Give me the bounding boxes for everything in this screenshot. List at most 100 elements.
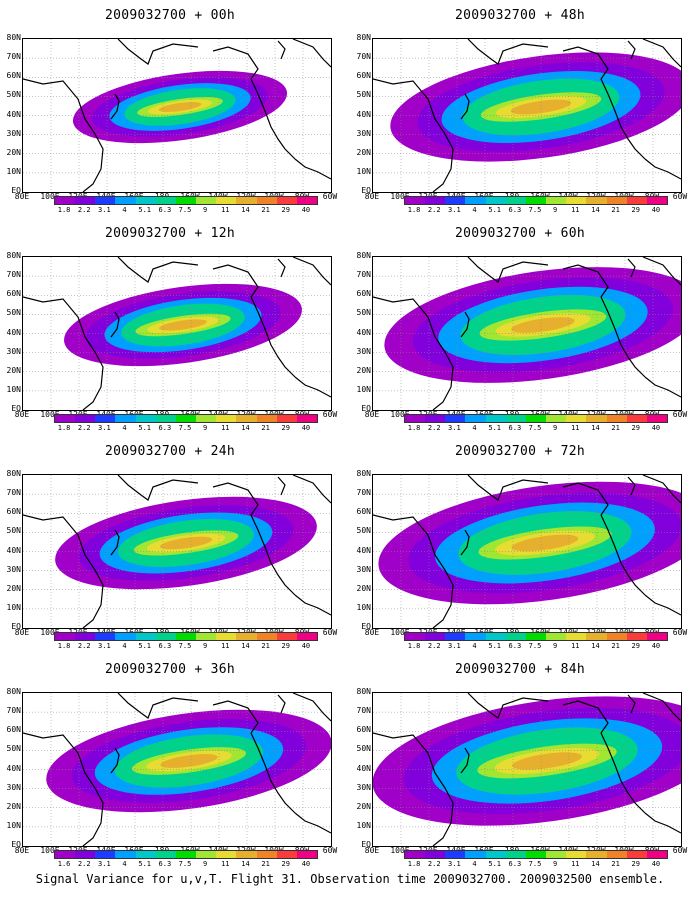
lat-tick-label: 30N <box>356 346 371 356</box>
colorbar-label: 40 <box>301 424 311 432</box>
colorbar-label: 7.5 <box>178 206 192 214</box>
colorbar-swatch <box>276 633 297 640</box>
colorbar-label: 14 <box>591 860 600 868</box>
colorbar-label: 6.3 <box>508 206 522 214</box>
colorbar-label: 40 <box>301 860 311 868</box>
colorbar <box>54 196 318 205</box>
colorbar-swatch <box>115 197 136 204</box>
colorbar-label: 4 <box>472 206 477 214</box>
colorbar-label: 40 <box>301 206 311 214</box>
lat-tick-label: 60N <box>6 71 21 81</box>
colorbar-swatch <box>405 415 426 422</box>
colorbar-swatch <box>425 633 446 640</box>
lat-tick-label: 50N <box>6 308 21 318</box>
colorbar-label: 14 <box>241 642 250 650</box>
lat-tick-label: 20N <box>6 147 21 157</box>
colorbar-swatch <box>646 197 668 204</box>
colorbar-label: 1.6 <box>57 860 71 868</box>
lat-tick-label: 80N <box>356 687 371 696</box>
colorbar-swatch <box>276 415 297 422</box>
colorbar-swatch <box>626 633 647 640</box>
colorbar-swatch <box>606 851 627 858</box>
colorbar-label: 9 <box>553 424 558 432</box>
colorbar-label: 9 <box>203 206 208 214</box>
colorbar-label: 9 <box>203 642 208 650</box>
colorbar-swatch <box>55 197 76 204</box>
lat-tick-label: 80N <box>6 251 21 260</box>
lat-tick-label: 70N <box>356 488 371 498</box>
lat-tick-label: EQ <box>361 186 371 195</box>
map-canvas <box>373 693 681 846</box>
colorbar-swatch <box>175 633 197 640</box>
lat-tick-label: 70N <box>6 52 21 62</box>
colorbar-label: 1.8 <box>57 206 71 214</box>
panel-title: 2009032700 + 12h <box>104 226 236 241</box>
colorbar-swatch <box>405 633 426 640</box>
map-canvas <box>373 39 681 192</box>
lat-tick-label: 20N <box>356 365 371 375</box>
colorbar-swatch <box>405 851 426 858</box>
colorbar-label: 2.2 <box>77 860 91 868</box>
lon-tick-label: 100E <box>390 846 410 855</box>
colorbar-label: 4 <box>472 424 477 432</box>
forecast-panel: 2009032700 + 24h 80N 70N 60N 50N 40N 30N 20N 10N… <box>0 436 340 654</box>
map-canvas <box>23 475 331 628</box>
map-canvas <box>23 693 331 846</box>
lat-tick-label: 80N <box>6 469 21 478</box>
colorbar-swatch <box>196 415 217 422</box>
colorbar-label: 6.3 <box>158 424 172 432</box>
colorbar-swatch <box>115 851 136 858</box>
forecast-panel: 2009032700 + 72h 80N 70N 60N 50N 40N 30N 20N 10N… <box>350 436 690 654</box>
colorbar-swatch <box>175 197 197 204</box>
colorbar-swatch <box>546 415 567 422</box>
lat-tick-label: 40N <box>6 763 21 773</box>
colorbar-swatch <box>115 415 136 422</box>
lat-tick-label: 50N <box>6 90 21 100</box>
lat-tick-label: 10N <box>356 166 371 176</box>
lat-tick-label: 50N <box>356 308 371 318</box>
colorbar-label: 2.2 <box>427 642 441 650</box>
colorbar-swatch <box>465 633 486 640</box>
colorbar-swatch <box>505 851 526 858</box>
colorbar <box>404 850 668 859</box>
colorbar-label: 11 <box>221 642 230 650</box>
colorbar-swatch <box>276 197 297 204</box>
lon-tick-label: 80E <box>14 628 30 637</box>
map-canvas <box>23 257 331 410</box>
variance-map <box>22 474 332 629</box>
colorbar <box>54 850 318 859</box>
colorbar-label: 7.5 <box>528 860 542 868</box>
colorbar-label: 29 <box>631 206 640 214</box>
lat-tick-label: 80N <box>6 33 21 42</box>
variance-map <box>372 474 682 629</box>
lon-tick-label: 100E <box>40 846 60 855</box>
lat-tick-label: 70N <box>356 52 371 62</box>
colorbar-label: 40 <box>651 206 661 214</box>
colorbar-swatch <box>276 851 297 858</box>
colorbar-label: 9 <box>203 424 208 432</box>
colorbar-label: 14 <box>241 424 250 432</box>
panel-title: 2009032700 + 60h <box>454 226 586 241</box>
colorbar-label: 5.1 <box>138 642 152 650</box>
colorbar-swatch <box>445 197 466 204</box>
colorbar-label: 40 <box>651 642 661 650</box>
colorbar-label: 6.3 <box>158 860 172 868</box>
colorbar-swatch <box>606 633 627 640</box>
colorbar-label: 3.1 <box>98 860 111 868</box>
colorbar-label: 11 <box>571 642 580 650</box>
colorbar-label: 5.1 <box>138 424 152 432</box>
lat-tick-label: EQ <box>11 622 21 631</box>
colorbar-swatch <box>505 633 526 640</box>
colorbar-label: 1.8 <box>57 424 71 432</box>
colorbar-swatch <box>646 851 668 858</box>
forecast-panel: 2009032700 + 00h 80N 70N 60N 50N 40N 30N 20N 10N… <box>0 0 340 218</box>
colorbar-swatch <box>75 197 96 204</box>
lat-tick-label: 70N <box>356 706 371 716</box>
colorbar-label: 4 <box>122 860 127 868</box>
colorbar-swatch <box>236 633 257 640</box>
map-canvas <box>373 475 681 628</box>
colorbar-swatch <box>525 415 547 422</box>
colorbar-label: 7.5 <box>178 424 192 432</box>
colorbar-label: 9 <box>553 206 558 214</box>
colorbar-swatch <box>465 851 486 858</box>
